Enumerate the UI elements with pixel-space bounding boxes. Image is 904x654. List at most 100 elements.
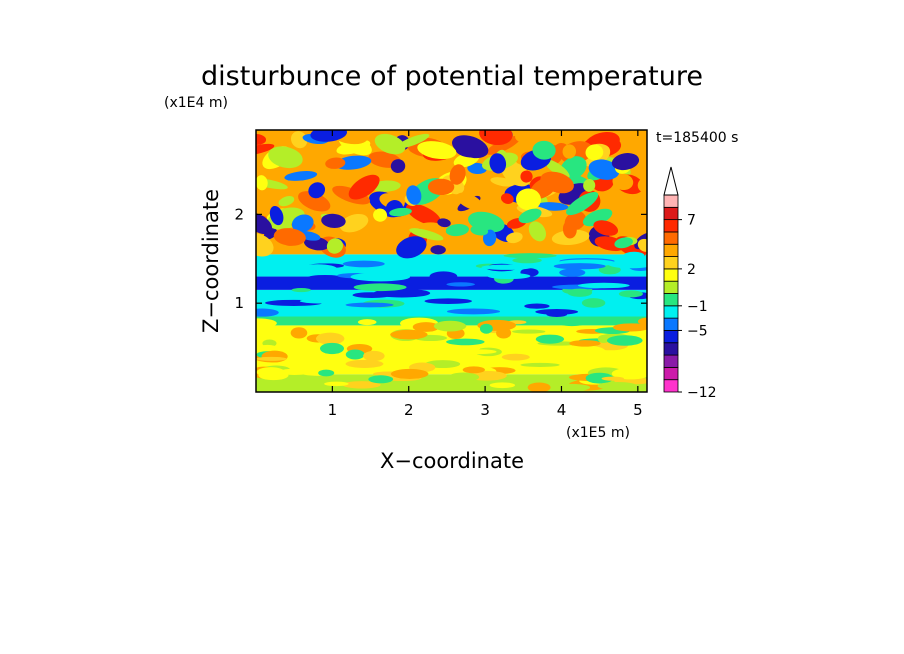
field-blob: [470, 225, 489, 236]
colorbar-extend-arrow: [663, 166, 679, 196]
field-blob: [462, 349, 497, 355]
field-blob: [598, 265, 621, 275]
field-blob: [486, 135, 521, 155]
field-blob: [353, 283, 407, 292]
field-blob: [623, 251, 645, 260]
colorbar-swatch: [663, 342, 679, 356]
field-blob: [310, 130, 348, 142]
field-blob: [307, 274, 343, 281]
field-blob: [446, 308, 501, 315]
y-ticks: 12: [234, 205, 647, 312]
x-axis-label: X−coordinate: [380, 449, 524, 473]
field-blob: [299, 298, 346, 304]
field-blob: [373, 208, 388, 222]
x-ticks: 1 2 3 4 5: [328, 130, 643, 419]
field-blob: [520, 170, 533, 183]
field-blob: [256, 212, 273, 235]
field-blob: [427, 178, 455, 196]
field-blob: [501, 353, 530, 361]
field-blob: [516, 188, 541, 211]
field-blob: [582, 208, 613, 227]
field-band: [256, 254, 647, 277]
field-blob: [562, 144, 577, 159]
colorbar-swatch: [663, 317, 679, 331]
field-blob: [342, 381, 381, 389]
field-blob: [467, 162, 487, 175]
field-blob: [612, 173, 634, 191]
field-blob: [368, 375, 394, 384]
field-blob: [601, 376, 624, 381]
field-blob: [544, 159, 570, 179]
field-blob: [281, 230, 295, 246]
colorbar-swatch: [663, 194, 679, 208]
colorbar-label: 7: [687, 213, 696, 229]
field-blob: [612, 323, 647, 332]
field-blob: [637, 238, 647, 252]
field-blob: [324, 381, 349, 387]
field-blob: [556, 317, 588, 327]
field-blob: [524, 303, 550, 309]
colorbar-label: −5: [687, 323, 708, 339]
field-blob: [397, 133, 430, 149]
field-blob: [585, 144, 604, 161]
field-blob: [597, 334, 610, 344]
field-blob: [412, 322, 440, 332]
field-blob: [374, 133, 406, 155]
field-blob: [339, 213, 369, 233]
colorbar-label: 2: [687, 262, 696, 278]
field-blob: [318, 369, 335, 377]
y-tick-label: 2: [234, 205, 244, 223]
field-blob: [430, 245, 446, 255]
field-blob: [433, 320, 467, 332]
field-blob: [445, 223, 469, 237]
field-blob: [291, 288, 311, 293]
field-blob: [535, 308, 579, 315]
plot-frame: [255, 129, 648, 393]
field-blob: [481, 264, 533, 270]
chart-title: disturbunce of potential temperature: [201, 61, 703, 92]
colorbar-swatch: [663, 243, 679, 257]
colorbar-swatch: [663, 268, 679, 282]
field-blob: [290, 327, 308, 339]
field-blob: [527, 382, 551, 392]
field-blob: [489, 382, 516, 389]
field-blob: [496, 327, 512, 339]
contour-field: [256, 130, 647, 392]
field-blob: [585, 372, 614, 384]
field-blob: [406, 203, 441, 226]
field-blob: [449, 164, 466, 185]
field-blob: [291, 214, 314, 233]
field-blob: [268, 146, 303, 169]
field-blob: [512, 329, 546, 334]
field-blob: [597, 381, 638, 390]
field-blob: [256, 367, 285, 378]
field-blob: [357, 319, 377, 326]
field-blob: [532, 140, 556, 160]
field-blob: [479, 130, 513, 146]
colorbar-swatch: [663, 219, 679, 233]
field-blob: [319, 342, 345, 355]
field-blob: [256, 356, 287, 361]
field-blob: [446, 338, 485, 346]
field-blob: [462, 366, 485, 374]
field-blob: [325, 157, 346, 169]
field-blob: [350, 272, 411, 282]
field-blob: [618, 290, 643, 298]
field-blob: [559, 268, 586, 277]
field-blob: [345, 349, 365, 360]
field-blob: [500, 193, 514, 204]
plot-area: [256, 130, 647, 392]
y-axis-unit: (x1E4 m): [164, 95, 228, 111]
field-blob: [409, 228, 444, 241]
field-blob: [326, 238, 343, 254]
field-blob: [256, 233, 274, 257]
field-blob: [553, 263, 606, 270]
y-tick-label: 1: [234, 294, 244, 312]
field-blob: [608, 260, 647, 269]
colorbar-swatch: [663, 379, 679, 393]
field-blob: [278, 196, 295, 207]
field-blob: [345, 359, 384, 368]
field-blob: [284, 170, 318, 181]
colorbar: −12−5−127: [663, 166, 717, 401]
colorbar-swatch: [663, 280, 679, 294]
